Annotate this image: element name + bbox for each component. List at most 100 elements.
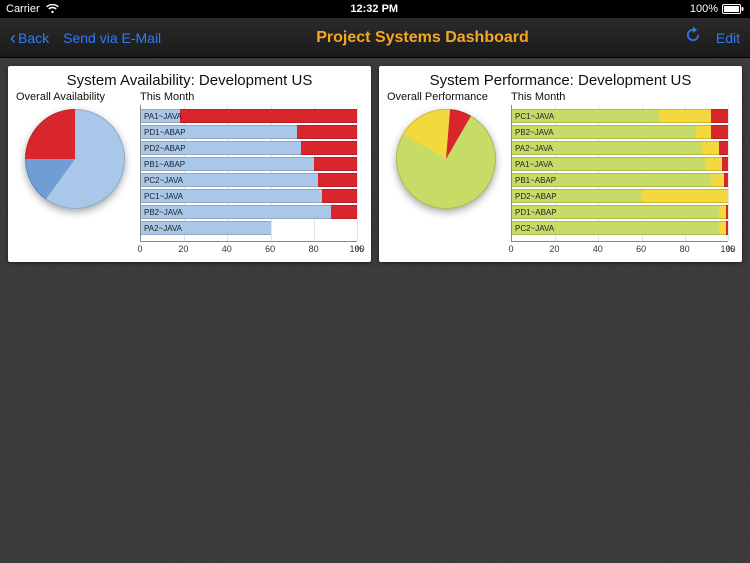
bar-segment [301,141,357,155]
bar-row: PC2~JAVA [512,221,728,235]
x-unit: % [726,244,734,254]
panel-title: System Availability: Development US [16,72,363,89]
bar-row: PA2~JAVA [141,221,357,235]
carrier-label: Carrier [6,3,40,15]
bar-segment [711,173,724,187]
bar-segment [711,109,728,123]
battery-percent: 100% [690,3,718,15]
bar-chart: PA1~JAVA PD1~ABAP PD2~ABAP PB1~ABAP PC2~JAVA… [140,105,357,242]
nav-bar: ‹ Back Send via E-Mail Project Systems D… [0,18,750,58]
x-tick: 20 [178,244,188,254]
status-left: Carrier [6,3,59,15]
bar-segment [719,141,728,155]
pie-label: Overall Performance [387,91,505,103]
bar-chart: PC1~JAVA PB2~JAVA PA2~JAVA PA1~JAVA PB1~ABAP… [511,105,728,242]
bar-label: PD1~ABAP [144,128,186,137]
bar-row: PC2~JAVA [141,173,357,187]
bar-label: PA2~JAVA [144,224,182,233]
bar-segment [726,221,728,235]
bars-label: This Month [511,91,734,103]
bar-segment [726,205,728,219]
bar-label: PD1~ABAP [515,208,557,217]
bar-row: PC1~JAVA [141,189,357,203]
bar-segment [696,125,711,139]
bar-segment [297,125,357,139]
x-unit: % [355,244,363,254]
status-right: 100% [690,3,744,15]
page-title: Project Systems Dashboard [161,29,684,47]
bar-segment [724,173,728,187]
x-tick: 0 [137,244,142,254]
pie-chart [16,105,134,258]
bar-segment [711,125,728,139]
bar-label: PD2~ABAP [144,144,186,153]
bars-block: This Month PC1~JAVA PB2~JAVA PA2~JAVA PA1~JA… [511,91,734,258]
bar-row: PB1~ABAP [141,157,357,171]
x-axis: 020406080100% [140,242,357,258]
bar-label: PA2~JAVA [515,144,553,153]
x-tick: 60 [265,244,275,254]
bar-row: PB2~JAVA [141,205,357,219]
bar-row: PD2~ABAP [512,189,728,203]
bar-segment [180,109,357,123]
panel-performance[interactable]: System Performance: Development US Overal… [379,66,742,262]
x-tick: 20 [549,244,559,254]
wifi-icon [46,4,59,14]
edit-label: Edit [716,30,740,46]
bar-row: PB1~ABAP [512,173,728,187]
bar-segment [706,157,721,171]
bar-segment [659,109,711,123]
back-button[interactable]: ‹ Back [10,29,49,47]
bar-row: PD1~ABAP [141,125,357,139]
panel-title: System Performance: Development US [387,72,734,89]
bar-segment [322,189,357,203]
bar-segment [702,141,719,155]
refresh-button[interactable] [684,26,702,49]
bar-segment [318,173,357,187]
pie-chart [387,105,505,258]
edit-button[interactable]: Edit [716,30,740,46]
bar-segment [642,189,728,203]
bar-label: PB1~ABAP [144,160,185,169]
bar-label: PC1~JAVA [144,192,183,201]
bar-row: PD2~ABAP [141,141,357,155]
bar-row: PA1~JAVA [512,157,728,171]
panel-availability[interactable]: System Availability: Development US Overa… [8,66,371,262]
x-tick: 40 [222,244,232,254]
back-label: Back [18,30,49,46]
x-tick: 40 [593,244,603,254]
bar-row: PA2~JAVA [512,141,728,155]
bar-row: PD1~ABAP [512,205,728,219]
send-email-label: Send via E-Mail [63,30,161,46]
bar-row: PB2~JAVA [512,125,728,139]
pie-block: Overall Availability [16,91,134,258]
bar-label: PC1~JAVA [515,112,554,121]
battery-icon [722,4,744,14]
bar-segment [331,205,357,219]
bar-label: PC2~JAVA [144,176,183,185]
bars-block: This Month PA1~JAVA PD1~ABAP PD2~ABAP PB1~AB… [140,91,363,258]
bar-label: PB2~JAVA [144,208,183,217]
bar-label: PB2~JAVA [515,128,554,137]
status-bar: Carrier 12:32 PM 100% [0,0,750,18]
pie-label: Overall Availability [16,91,134,103]
bar-label: PD2~ABAP [515,192,557,201]
x-tick: 0 [508,244,513,254]
bar-row: PA1~JAVA [141,109,357,123]
status-time: 12:32 PM [59,3,690,15]
bar-label: PC2~JAVA [515,224,554,233]
x-tick: 60 [636,244,646,254]
bar-segment [314,157,357,171]
bar-label: PB1~ABAP [515,176,556,185]
x-tick: 80 [680,244,690,254]
bars-label: This Month [140,91,363,103]
bar-row: PC1~JAVA [512,109,728,123]
send-email-button[interactable]: Send via E-Mail [63,30,161,46]
pie-block: Overall Performance [387,91,505,258]
bar-segment [722,157,728,171]
dashboard-content: System Availability: Development US Overa… [0,58,750,563]
bar-label: PA1~JAVA [144,112,182,121]
chevron-left-icon: ‹ [10,29,16,47]
bar-label: PA1~JAVA [515,160,553,169]
x-axis: 020406080100% [511,242,728,258]
